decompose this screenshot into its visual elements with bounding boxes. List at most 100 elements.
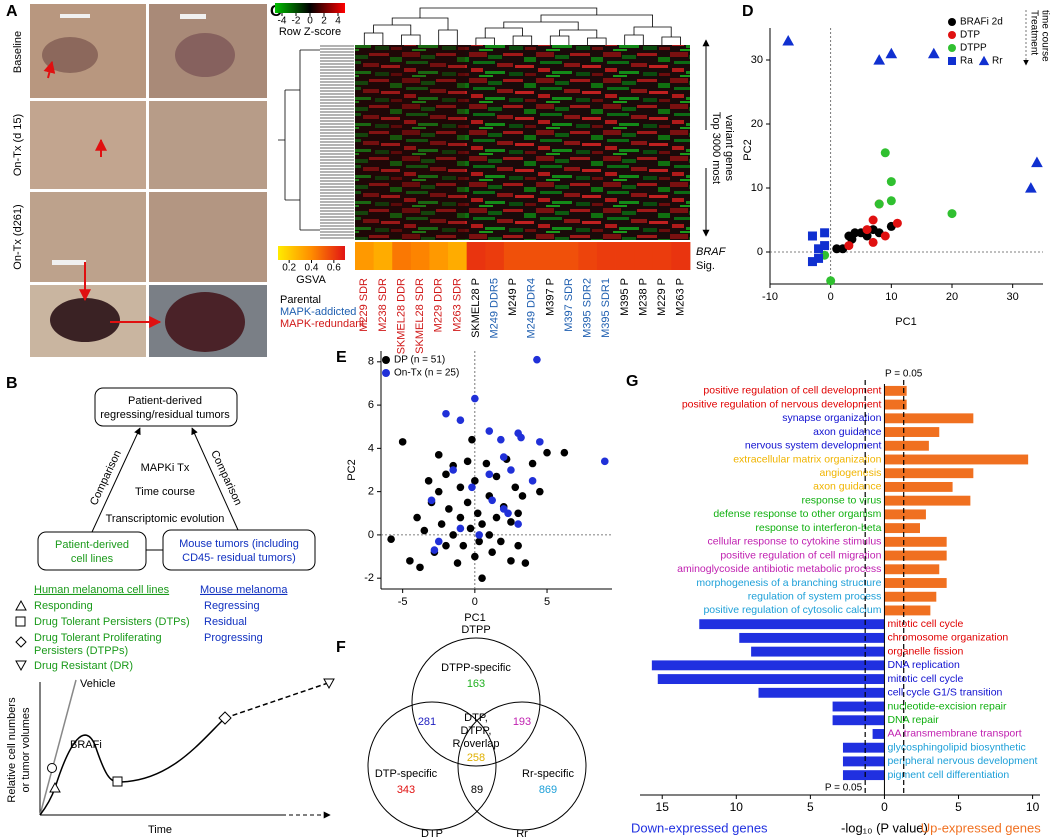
point (485, 470, 494, 479)
x-tick-label: -10 (762, 291, 778, 303)
legend-marker (948, 18, 956, 26)
y-axis-label: Relative cell numbers (6, 697, 18, 803)
stage-symbol (47, 763, 57, 773)
box-text: Patient-derived (55, 539, 129, 551)
category-label: positive regulation of cell migration (720, 549, 881, 561)
point (471, 394, 479, 403)
gsva-cell (596, 242, 616, 270)
category-label: organelle fission (887, 645, 963, 657)
legend-label: On-Tx (n = 25) (394, 368, 459, 379)
brafi-curve-extension (224, 682, 329, 719)
legend-marker (382, 369, 390, 377)
point (497, 537, 505, 546)
point (862, 231, 872, 241)
bar (872, 729, 885, 739)
edge (191, 427, 239, 531)
region-label: DTPP, (461, 725, 492, 737)
row-dendrogram (320, 45, 354, 240)
edge-label: Comparison (88, 449, 124, 508)
point (442, 541, 450, 550)
point (814, 253, 824, 263)
down-label: Down-expressed genes (631, 820, 768, 835)
gsva-cell (615, 242, 635, 270)
schematic (37, 387, 316, 571)
point (492, 513, 501, 522)
point (885, 47, 898, 59)
point (406, 557, 414, 565)
category-label: cell cycle G1/S transition (887, 687, 1002, 699)
point (488, 548, 496, 557)
bar (884, 413, 974, 424)
gsva-cell (634, 242, 654, 270)
photo-grid (30, 4, 267, 357)
category-label: morphogenesis of a branching structure (696, 577, 881, 589)
tape (60, 14, 90, 18)
point (886, 196, 896, 206)
y-axis-label: PC2 (742, 139, 754, 160)
category-label: nucleotide-excision repair (887, 700, 1007, 712)
bar (842, 756, 885, 767)
point (468, 483, 476, 492)
point (880, 231, 890, 241)
sample-label: M249 DDR4 (526, 278, 538, 339)
gsva-cell (541, 242, 561, 270)
point (485, 427, 494, 435)
bar (884, 481, 953, 492)
x-tick-label: 0 (828, 291, 834, 303)
box-text: Patient-derived (128, 395, 202, 407)
legend-label: BRAFi 2d (960, 17, 1003, 28)
point (475, 531, 483, 539)
y-axis-label: or tumor volumes (20, 707, 32, 792)
tape (180, 14, 206, 19)
gsva-cell (671, 242, 691, 270)
threshold-label: P = 0.05 (885, 369, 923, 380)
square-symbol (15, 616, 26, 627)
legend-item: Responding (34, 600, 93, 612)
colorbar-title: GSVA (296, 274, 326, 286)
point (892, 218, 902, 228)
sample-label: M395 P (619, 278, 631, 316)
bar (751, 646, 885, 657)
sample-label: SKMEL28 P (470, 278, 482, 338)
point (820, 228, 830, 238)
point (1025, 182, 1037, 193)
category-label: axon guidance (813, 481, 881, 493)
point (488, 496, 496, 505)
point (459, 541, 468, 550)
legend-item: Persisters (DTPPs) (34, 645, 128, 657)
gsva-colorbar (278, 246, 345, 260)
y-tick-label: 0 (757, 246, 763, 258)
point (442, 470, 450, 479)
curve-label: Vehicle (80, 678, 115, 690)
sample-label: M238 P (637, 278, 649, 316)
category-label: cellular response to cytokine stimulus (708, 536, 882, 548)
point (874, 199, 884, 209)
category-label: defense response to other organism (713, 508, 881, 520)
gsva-cell (652, 242, 672, 270)
edge-label: Comparison (208, 449, 244, 508)
bar (739, 632, 885, 643)
y-tick-label: 10 (751, 182, 763, 194)
x-tick-label: 5 (955, 800, 962, 814)
point (528, 459, 537, 468)
point (424, 477, 433, 485)
panel-letter: G (626, 373, 638, 390)
region-count: 343 (397, 784, 415, 796)
group-legend: Parental (280, 294, 321, 306)
category-label: response to virus (801, 494, 881, 506)
point (434, 451, 443, 459)
brafi-curve (39, 717, 226, 816)
colorbar-tick-label: 2 (321, 16, 327, 27)
category-label: DNA replication (887, 659, 960, 671)
point (430, 546, 439, 554)
heatmap (275, 3, 710, 260)
point (782, 34, 795, 46)
point (868, 215, 878, 225)
inverted-triangle-symbol (15, 660, 27, 672)
photo (30, 101, 146, 189)
gsva-cell (466, 242, 486, 270)
annotation: variant genes (723, 115, 735, 182)
row-label: On-Tx (d261) (12, 204, 24, 269)
sample-label: M395 SDR1 (600, 278, 612, 338)
point (886, 177, 896, 187)
